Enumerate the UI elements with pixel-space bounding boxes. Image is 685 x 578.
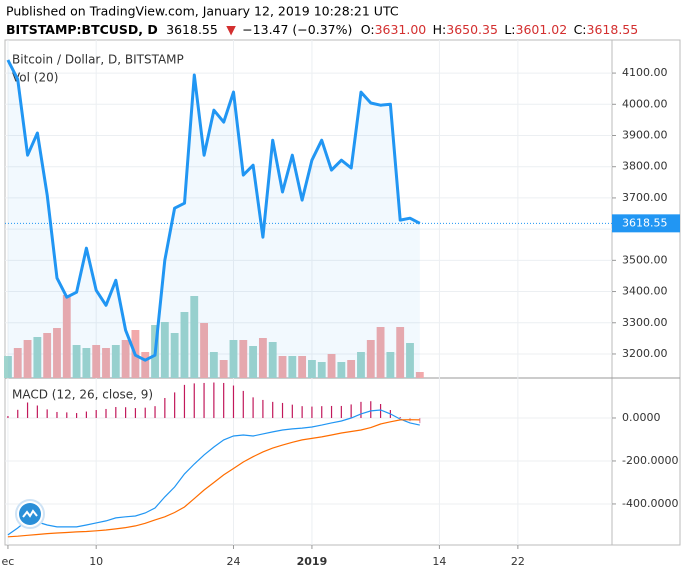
volume-bar — [337, 362, 346, 378]
volume-bar — [180, 312, 189, 378]
macd-line — [7, 419, 420, 538]
volume-bar — [366, 340, 375, 378]
volume-bar — [200, 323, 208, 378]
volume-bar — [327, 354, 336, 378]
volume-bar — [4, 356, 12, 378]
quote-line: BITSTAMP:BTCUSD, D 3618.55 ▼ −13.47 (−0.… — [6, 22, 638, 37]
open: 3631.00 — [375, 22, 427, 37]
plot-layer: 3200.003300.003400.003500.003600.003700.… — [2, 40, 680, 568]
volume-bar — [229, 340, 238, 378]
volume-bar — [376, 327, 385, 378]
volume-bar — [357, 352, 365, 378]
macd-line — [7, 409, 420, 536]
volume-bar — [170, 333, 179, 378]
change: −13.47 (−0.37%) — [242, 22, 352, 37]
volume-bar — [386, 352, 395, 378]
volume-bar — [258, 338, 267, 378]
volume-bar — [239, 340, 248, 378]
volume-label: Vol (20) — [12, 71, 58, 85]
volume-bar — [219, 360, 228, 378]
volume-bar — [111, 345, 120, 378]
volume-bar — [298, 356, 307, 378]
last-price-box — [612, 214, 680, 233]
x-tick-label: 24 — [226, 555, 240, 568]
volume-bar — [62, 295, 71, 378]
volume-bar — [308, 360, 316, 378]
price-area — [7, 60, 420, 378]
volume-bar — [249, 346, 258, 378]
y-tick-label: 3900.00 — [622, 129, 668, 142]
volume-bar — [33, 337, 42, 378]
chart-title: MACD (12, 26, close, 9) — [12, 388, 153, 402]
x-tick-label: 2019 — [297, 555, 328, 568]
volume-bar — [160, 322, 169, 378]
arrow: ▼ — [226, 22, 236, 37]
y-tick-label: 3800.00 — [622, 160, 668, 173]
volume-bar — [43, 333, 52, 378]
y-tick-label: 4100.00 — [622, 66, 668, 79]
volume-bar — [13, 348, 22, 378]
close-label: C: — [574, 22, 587, 37]
y-tick-label: 3500.00 — [622, 253, 668, 266]
y-tick-label: -200.0000 — [622, 454, 678, 467]
y-tick-label: 3400.00 — [622, 285, 668, 298]
y-tick-label: 3200.00 — [622, 347, 668, 360]
low-label: L: — [504, 22, 515, 37]
y-tick-label: 0.0000 — [622, 411, 661, 424]
volume-bar — [406, 343, 414, 378]
x-tick-label: ec — [2, 555, 15, 568]
published-note: Published on TradingView.com, January 12… — [6, 4, 399, 19]
volume-bar — [209, 352, 218, 378]
volume-bar — [347, 360, 356, 378]
volume-bar — [317, 362, 326, 378]
volume-bar — [278, 356, 287, 378]
volume-bar — [72, 345, 81, 378]
price-line — [6, 59, 421, 362]
x-tick-label: 14 — [432, 555, 446, 568]
x-tick-label: 10 — [89, 555, 103, 568]
volume-bar — [102, 348, 110, 378]
volume-bar — [415, 372, 424, 378]
volume-bar — [141, 352, 150, 378]
y-tick-label: 3300.00 — [622, 316, 668, 329]
symbol: BITSTAMP:BTCUSD, D — [6, 22, 158, 37]
high: 3650.35 — [446, 22, 498, 37]
y-tick-label: -400.0000 — [622, 497, 678, 510]
price: 3618.55 — [166, 22, 218, 37]
volume-bar — [23, 340, 32, 378]
chart-title: Bitcoin / Dollar, D, BITSTAMP — [12, 53, 184, 67]
last-price-label: 3618.55 — [622, 216, 668, 229]
x-tick-label: 22 — [511, 555, 525, 568]
volume-bar — [268, 342, 277, 378]
volume-bar — [121, 340, 130, 378]
open-label: O: — [361, 22, 375, 37]
volume-bar — [396, 327, 405, 378]
volume-bar — [82, 348, 91, 378]
y-tick-label: 4000.00 — [622, 97, 668, 110]
tv-logo — [15, 499, 45, 529]
close: 3618.55 — [587, 22, 639, 37]
volume-bar — [288, 356, 297, 378]
volume-bar — [92, 345, 101, 378]
frame — [4, 39, 681, 546]
low: 3601.02 — [516, 22, 568, 37]
volume-bar — [190, 296, 199, 378]
volume-bar — [53, 328, 61, 378]
high-label: H: — [433, 22, 447, 37]
y-tick-label: 3700.00 — [622, 191, 668, 204]
